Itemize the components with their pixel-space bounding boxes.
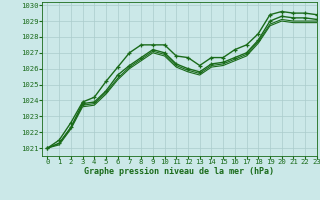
- X-axis label: Graphe pression niveau de la mer (hPa): Graphe pression niveau de la mer (hPa): [84, 167, 274, 176]
